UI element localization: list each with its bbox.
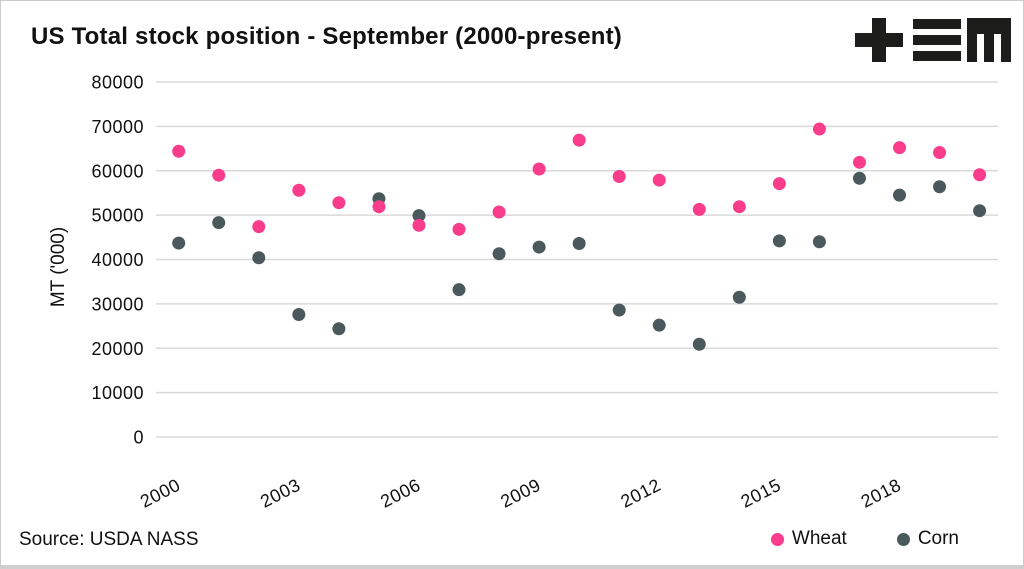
y-axis-tick-label: 60000 [91,161,144,181]
corn-data-point [772,234,786,248]
chart-title: US Total stock position - September (200… [31,23,623,50]
wheat-data-point [372,200,386,214]
corn-data-point [212,216,226,230]
x-axis-tick-label: 2018 [858,475,905,512]
wheat-data-point [772,177,786,191]
tem-logo [855,18,1011,62]
corn-data-point [492,247,506,261]
x-axis-tick-label: 2000 [137,475,184,512]
corn-data-point [933,180,947,194]
corn-data-point [452,283,466,297]
y-axis-tick-label: 40000 [91,250,144,270]
corn-data-point [292,308,306,322]
wheat-data-point [172,144,186,158]
y-axis-tick-label: 80000 [91,73,144,93]
corn-data-point [812,235,826,249]
corn-legend-dot-icon [896,532,910,546]
wheat-legend-label: Wheat [791,528,847,549]
y-axis-tick-label: 50000 [91,206,144,226]
wheat-data-point [412,218,426,232]
wheat-data-point [893,141,907,155]
corn-data-point [852,171,866,185]
wheat-data-point [292,183,306,197]
corn-data-point [532,240,546,254]
corn-data-point [973,204,987,218]
wheat-legend-dot-icon [770,532,784,546]
wheat-data-point [492,205,506,219]
corn-data-point [412,209,426,223]
x-axis-tick-label: 2012 [618,475,665,512]
x-axis-tick-label: 2015 [738,475,785,512]
corn-data-point [172,236,186,250]
y-axis-tick-label: 10000 [91,383,144,403]
x-axis-tick-label: 2003 [257,475,304,512]
source-attribution: Source: USDA NASS [19,529,199,550]
corn-data-point [572,237,586,251]
wheat-data-point [732,200,746,214]
wheat-data-point [852,155,866,169]
corn-data-point [332,322,346,336]
plus-icon [855,18,903,62]
wheat-data-point [572,133,586,147]
corn-data-point [893,188,907,202]
wheat-data-point [933,146,947,160]
corn-data-point [652,318,666,332]
corn-data-point [692,337,706,351]
y-axis-tick-label: 20000 [91,339,144,359]
wheat-data-point [252,220,266,234]
x-axis-tick-label: 2006 [377,475,424,512]
triple-bar-icon [913,19,961,61]
y-axis-tick-label: 30000 [91,294,144,314]
blocky-m-icon [967,18,1011,62]
corn-data-point [612,303,626,317]
wheat-data-point [973,168,987,182]
chart-legend: Wheat Corn [770,528,959,550]
wheat-data-point [692,202,706,216]
legend-item-wheat: Wheat [770,528,847,550]
wheat-data-point [452,222,466,236]
wheat-data-point [332,196,346,210]
wheat-data-point [652,173,666,187]
wheat-data-point [212,168,226,182]
corn-legend-label: Corn [917,528,959,549]
wheat-data-point [812,122,826,136]
wheat-data-point [532,162,546,176]
legend-item-corn: Corn [896,528,959,550]
corn-data-point [732,290,746,304]
y-axis-tick-label: 70000 [91,117,144,137]
x-axis-tick-label: 2009 [497,475,544,512]
wheat-data-point [612,170,626,184]
corn-data-point [252,251,266,265]
y-axis-tick-label: 0 [133,428,144,448]
